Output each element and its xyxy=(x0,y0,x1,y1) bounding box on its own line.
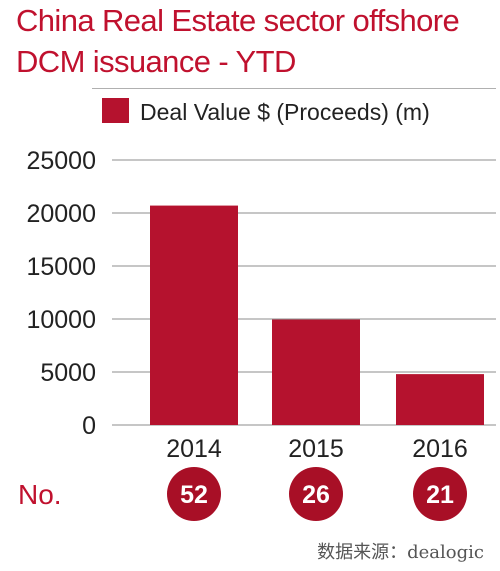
count-badge xyxy=(289,467,343,521)
chart-title-line-1: China Real Estate sector offshore xyxy=(16,3,460,38)
legend-label: Deal Value $ (Proceeds) (m) xyxy=(140,99,430,125)
y-tick-label: 5000 xyxy=(40,359,96,387)
y-tick-label: 25000 xyxy=(26,147,96,175)
x-tick-label: 2014 xyxy=(166,435,222,463)
y-tick-label: 15000 xyxy=(26,253,96,281)
title-divider xyxy=(92,88,496,89)
count-badge-value: 52 xyxy=(180,481,208,509)
bar-2016 xyxy=(396,374,484,425)
count-badge xyxy=(413,467,467,521)
y-tick-label: 0 xyxy=(82,412,96,440)
count-badge xyxy=(167,467,221,521)
chart-title-line-2: DCM issuance - YTD xyxy=(16,44,296,79)
count-badge-value: 26 xyxy=(302,481,330,509)
y-tick-label: 10000 xyxy=(26,306,96,334)
y-tick-label: 20000 xyxy=(26,200,96,228)
x-tick-label: 2015 xyxy=(288,435,344,463)
x-tick-label: 2016 xyxy=(412,435,468,463)
bar-2014 xyxy=(150,205,238,425)
legend-swatch xyxy=(102,98,129,123)
source-note: 数据来源：dealogic xyxy=(317,542,484,563)
count-row-label: No. xyxy=(18,479,62,510)
chart-title: China Real Estate sector offshore DCM is… xyxy=(16,0,460,82)
count-badge-value: 21 xyxy=(426,481,454,509)
bar-2015 xyxy=(272,319,360,425)
